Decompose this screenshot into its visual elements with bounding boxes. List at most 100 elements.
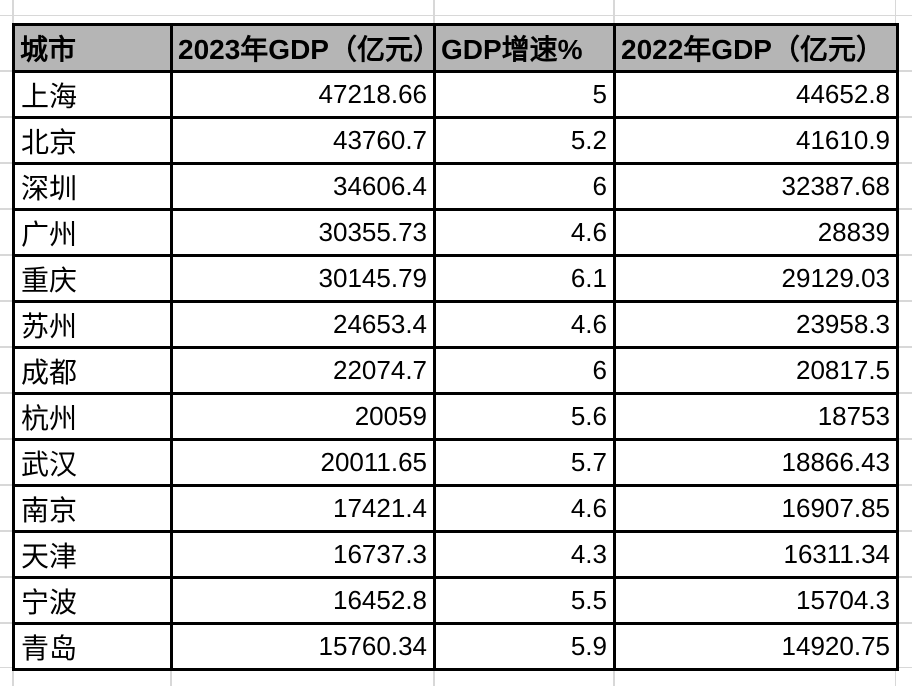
table-row: 上海 47218.66 5 44652.8 xyxy=(12,70,899,119)
cell-gdp-2023[interactable]: 30355.73 xyxy=(170,208,436,257)
cell-gdp-2023[interactable]: 24653.4 xyxy=(170,300,436,349)
gridline xyxy=(0,14,912,16)
cell-gdp-2022[interactable]: 20817.5 xyxy=(613,346,899,395)
cell-gdp-2022[interactable]: 16311.34 xyxy=(613,530,899,579)
cell-gdp-2022[interactable]: 18753 xyxy=(613,392,899,441)
city-gdp-table: 城市 2023年GDP（亿元） GDP增速% 2022年GDP（亿元） 上海 47… xyxy=(12,23,899,671)
table-row: 武汉 20011.65 5.7 18866.43 xyxy=(12,438,899,487)
cell-gdp-2022[interactable]: 28839 xyxy=(613,208,899,257)
cell-growth[interactable]: 5.5 xyxy=(433,576,616,625)
gridline xyxy=(896,576,912,578)
cell-city[interactable]: 杭州 xyxy=(12,392,173,441)
cell-city[interactable]: 上海 xyxy=(12,70,173,119)
cell-growth[interactable]: 4.6 xyxy=(433,484,616,533)
gridline xyxy=(433,0,435,23)
gridline xyxy=(896,392,912,394)
table-row: 成都 22074.7 6 20817.5 xyxy=(12,346,899,395)
table-row: 广州 30355.73 4.6 28839 xyxy=(12,208,899,257)
cell-growth[interactable]: 6.1 xyxy=(433,254,616,303)
cell-city[interactable]: 苏州 xyxy=(12,300,173,349)
cell-gdp-2022[interactable]: 18866.43 xyxy=(613,438,899,487)
cell-growth[interactable]: 4.6 xyxy=(433,208,616,257)
gridline xyxy=(896,254,912,256)
header-row: 城市 2023年GDP（亿元） GDP增速% 2022年GDP（亿元） xyxy=(12,23,899,73)
gridline xyxy=(896,530,912,532)
cell-city[interactable]: 天津 xyxy=(12,530,173,579)
gridline xyxy=(0,116,12,118)
gridline xyxy=(0,530,12,532)
cell-city[interactable]: 重庆 xyxy=(12,254,173,303)
gridline xyxy=(896,438,912,440)
gridline xyxy=(0,346,12,348)
cell-gdp-2023[interactable]: 17421.4 xyxy=(170,484,436,533)
cell-gdp-2022[interactable]: 29129.03 xyxy=(613,254,899,303)
cell-gdp-2023[interactable]: 20059 xyxy=(170,392,436,441)
table-row: 青岛 15760.34 5.9 14920.75 xyxy=(12,622,899,671)
gridline xyxy=(0,666,12,668)
cell-gdp-2022[interactable]: 44652.8 xyxy=(613,70,899,119)
cell-gdp-2023[interactable]: 34606.4 xyxy=(170,162,436,211)
gridline xyxy=(12,668,14,686)
cell-growth[interactable]: 5.2 xyxy=(433,116,616,165)
gridline xyxy=(896,346,912,348)
header-cell-city[interactable]: 城市 xyxy=(12,23,173,73)
cell-growth[interactable]: 4.6 xyxy=(433,300,616,349)
cell-growth[interactable]: 6 xyxy=(433,162,616,211)
gridline xyxy=(0,70,12,72)
gridline xyxy=(613,668,615,686)
gridline xyxy=(896,70,912,72)
table-row: 北京 43760.7 5.2 41610.9 xyxy=(12,116,899,165)
gridline xyxy=(0,300,12,302)
cell-gdp-2023[interactable]: 22074.7 xyxy=(170,346,436,395)
cell-gdp-2022[interactable]: 41610.9 xyxy=(613,116,899,165)
table-row: 重庆 30145.79 6.1 29129.03 xyxy=(12,254,899,303)
gridline xyxy=(0,484,12,486)
cell-growth[interactable]: 5.7 xyxy=(433,438,616,487)
cell-growth[interactable]: 5.6 xyxy=(433,392,616,441)
cell-gdp-2022[interactable]: 15704.3 xyxy=(613,576,899,625)
cell-gdp-2022[interactable]: 32387.68 xyxy=(613,162,899,211)
cell-city[interactable]: 武汉 xyxy=(12,438,173,487)
gridline xyxy=(613,0,615,23)
gridline xyxy=(433,668,435,686)
cell-gdp-2023[interactable]: 16452.8 xyxy=(170,576,436,625)
cell-gdp-2022[interactable]: 14920.75 xyxy=(613,622,899,671)
cell-gdp-2023[interactable]: 20011.65 xyxy=(170,438,436,487)
gridline xyxy=(894,668,896,686)
cell-gdp-2022[interactable]: 23958.3 xyxy=(613,300,899,349)
cell-gdp-2023[interactable]: 30145.79 xyxy=(170,254,436,303)
gridline xyxy=(896,162,912,164)
gridline xyxy=(896,666,912,668)
gridline xyxy=(0,162,12,164)
gridline xyxy=(0,392,12,394)
table-row: 天津 16737.3 4.3 16311.34 xyxy=(12,530,899,579)
cell-city[interactable]: 成都 xyxy=(12,346,173,395)
header-cell-growth[interactable]: GDP增速% xyxy=(433,23,616,73)
cell-city[interactable]: 广州 xyxy=(12,208,173,257)
header-cell-gdp-2022[interactable]: 2022年GDP（亿元） xyxy=(613,23,899,73)
cell-gdp-2023[interactable]: 43760.7 xyxy=(170,116,436,165)
gridline xyxy=(0,254,12,256)
cell-gdp-2023[interactable]: 15760.34 xyxy=(170,622,436,671)
cell-city[interactable]: 北京 xyxy=(12,116,173,165)
cell-city[interactable]: 青岛 xyxy=(12,622,173,671)
cell-gdp-2023[interactable]: 16737.3 xyxy=(170,530,436,579)
cell-growth[interactable]: 6 xyxy=(433,346,616,395)
cell-city[interactable]: 深圳 xyxy=(12,162,173,211)
header-cell-gdp-2023[interactable]: 2023年GDP（亿元） xyxy=(170,23,436,73)
cell-city[interactable]: 南京 xyxy=(12,484,173,533)
gridline xyxy=(0,622,12,624)
gridline xyxy=(896,116,912,118)
table-row: 杭州 20059 5.6 18753 xyxy=(12,392,899,441)
cell-city[interactable]: 宁波 xyxy=(12,576,173,625)
cell-growth[interactable]: 5 xyxy=(433,70,616,119)
cell-gdp-2022[interactable]: 16907.85 xyxy=(613,484,899,533)
cell-gdp-2023[interactable]: 47218.66 xyxy=(170,70,436,119)
gridline xyxy=(894,0,896,23)
gridline xyxy=(896,208,912,210)
cell-growth[interactable]: 4.3 xyxy=(433,530,616,579)
table-row: 苏州 24653.4 4.6 23958.3 xyxy=(12,300,899,349)
cell-growth[interactable]: 5.9 xyxy=(433,622,616,671)
gridline xyxy=(896,484,912,486)
gridline xyxy=(0,208,12,210)
